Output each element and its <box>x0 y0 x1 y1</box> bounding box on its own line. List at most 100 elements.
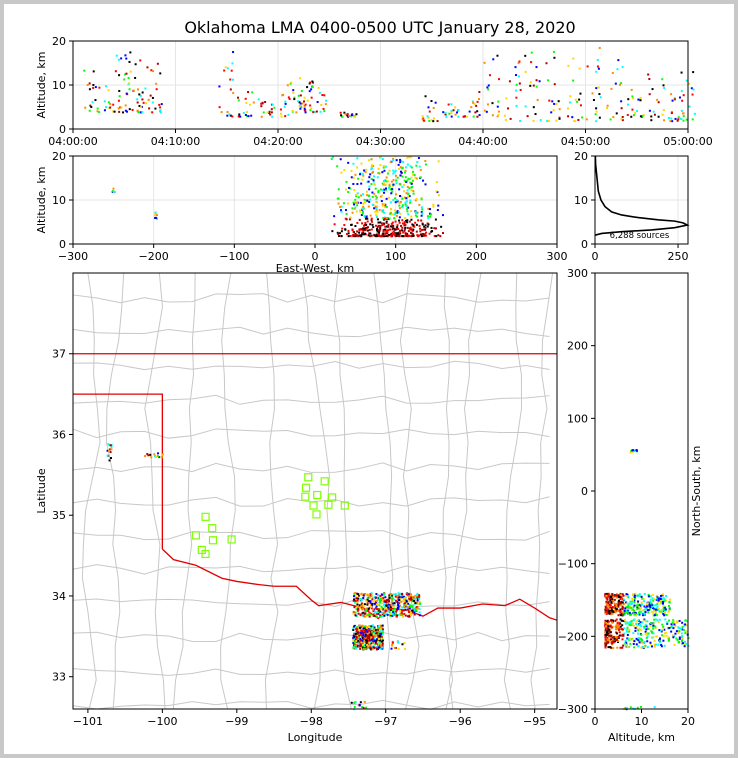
lma-source-mark <box>375 630 378 633</box>
lma-source-mark <box>370 627 373 630</box>
lma-source-mark <box>677 118 680 121</box>
lma-source-mark <box>645 633 648 636</box>
lma-station-marker <box>309 501 318 510</box>
lma-source-mark <box>377 234 380 237</box>
lma-source-mark <box>413 609 416 612</box>
lma-source-mark <box>363 593 366 596</box>
lma-source-mark <box>606 610 609 613</box>
lma-source-mark <box>637 607 640 610</box>
lma-source-mark <box>604 619 607 622</box>
lma-source-mark <box>650 606 653 609</box>
lma-source-mark <box>574 120 577 123</box>
lma-source-mark <box>387 196 390 199</box>
lma-source-mark <box>615 627 618 630</box>
lma-source-mark <box>308 90 311 93</box>
lma-source-mark <box>358 606 361 609</box>
lma-source-mark <box>391 598 394 601</box>
lma-source-mark <box>524 105 527 108</box>
lma-source-mark <box>306 99 309 102</box>
lma-source-mark <box>376 226 379 229</box>
lma-source-mark <box>375 196 378 199</box>
lma-source-mark <box>366 220 369 223</box>
lma-source-mark <box>366 614 369 617</box>
lma-source-mark <box>400 614 403 617</box>
lma-source-mark <box>411 179 414 182</box>
lma-source-mark <box>683 643 686 646</box>
lma-source-mark <box>642 619 645 622</box>
state-border-red-river <box>161 548 558 621</box>
lma-source-mark <box>395 214 398 217</box>
lma-source-mark <box>363 214 366 217</box>
lma-source-mark <box>478 91 481 94</box>
lma-source-mark <box>403 224 406 227</box>
lma-source-mark <box>644 623 647 626</box>
lma-source-mark <box>518 60 521 63</box>
ns-tick-label: −300 <box>558 703 588 716</box>
lma-source-mark <box>657 115 660 118</box>
lma-source-mark <box>649 595 652 598</box>
lma-source-mark <box>649 624 652 627</box>
lma-source-mark <box>373 608 376 611</box>
lma-source-mark <box>517 75 520 78</box>
lma-source-mark <box>653 113 656 116</box>
lma-source-mark <box>356 603 359 606</box>
lma-source-mark <box>404 226 407 229</box>
ns-xlabel: Altitude, km <box>608 731 675 744</box>
lma-source-mark <box>615 635 618 638</box>
lma-source-mark <box>407 595 410 598</box>
lma-source-mark <box>377 224 380 227</box>
lma-source-mark <box>432 203 435 206</box>
lma-source-mark <box>371 195 374 198</box>
lma-source-mark <box>667 610 670 613</box>
lma-source-mark <box>677 632 680 635</box>
lma-source-mark <box>657 101 660 104</box>
lma-source-mark <box>608 595 611 598</box>
lma-source-mark <box>369 641 372 644</box>
lma-source-mark <box>422 228 425 231</box>
lma-source-mark <box>389 228 392 231</box>
lma-source-mark <box>397 163 400 166</box>
lma-source-mark <box>401 175 404 178</box>
lma-source-mark <box>330 157 333 160</box>
lma-source-mark <box>635 623 638 626</box>
lma-source-mark <box>625 644 628 647</box>
lma-source-mark <box>614 82 617 85</box>
lma-source-mark <box>377 231 380 234</box>
lma-source-mark <box>639 96 642 99</box>
lma-source-mark <box>364 615 367 618</box>
lma-source-mark <box>535 85 538 88</box>
lma-source-mark <box>663 611 666 614</box>
lma-source-mark <box>391 612 394 615</box>
lma-source-mark <box>357 597 360 600</box>
lma-source-mark <box>374 643 377 646</box>
lma-source-mark <box>240 115 243 118</box>
lma-source-mark <box>368 629 371 632</box>
lma-source-mark <box>232 51 235 54</box>
lma-source-mark <box>310 88 313 91</box>
lma-source-mark <box>409 611 412 614</box>
lma-source-mark <box>596 65 599 68</box>
lma-source-mark <box>606 633 609 636</box>
lma-source-mark <box>417 157 420 160</box>
lma-source-mark <box>519 89 522 92</box>
lma-source-mark <box>402 609 405 612</box>
lma-source-mark <box>418 611 421 614</box>
hist-tick-label: 0 <box>592 250 599 263</box>
county-boundary <box>72 293 550 304</box>
lma-source-mark <box>663 628 666 631</box>
lma-source-mark <box>441 214 444 217</box>
lma-source-mark <box>361 178 364 181</box>
lma-source-mark <box>631 593 634 596</box>
lma-source-mark <box>356 230 359 233</box>
lma-source-mark <box>430 213 433 216</box>
lma-source-mark <box>353 705 356 708</box>
lma-source-mark <box>450 115 453 118</box>
lma-source-mark <box>352 642 355 645</box>
lma-source-mark <box>641 638 644 641</box>
lma-station-marker <box>201 549 210 559</box>
lma-source-mark <box>366 226 369 229</box>
lma-source-mark <box>652 110 655 113</box>
alt-tick-label: 20 <box>52 150 66 163</box>
lma-source-mark <box>96 107 99 110</box>
lma-source-mark <box>426 115 429 118</box>
